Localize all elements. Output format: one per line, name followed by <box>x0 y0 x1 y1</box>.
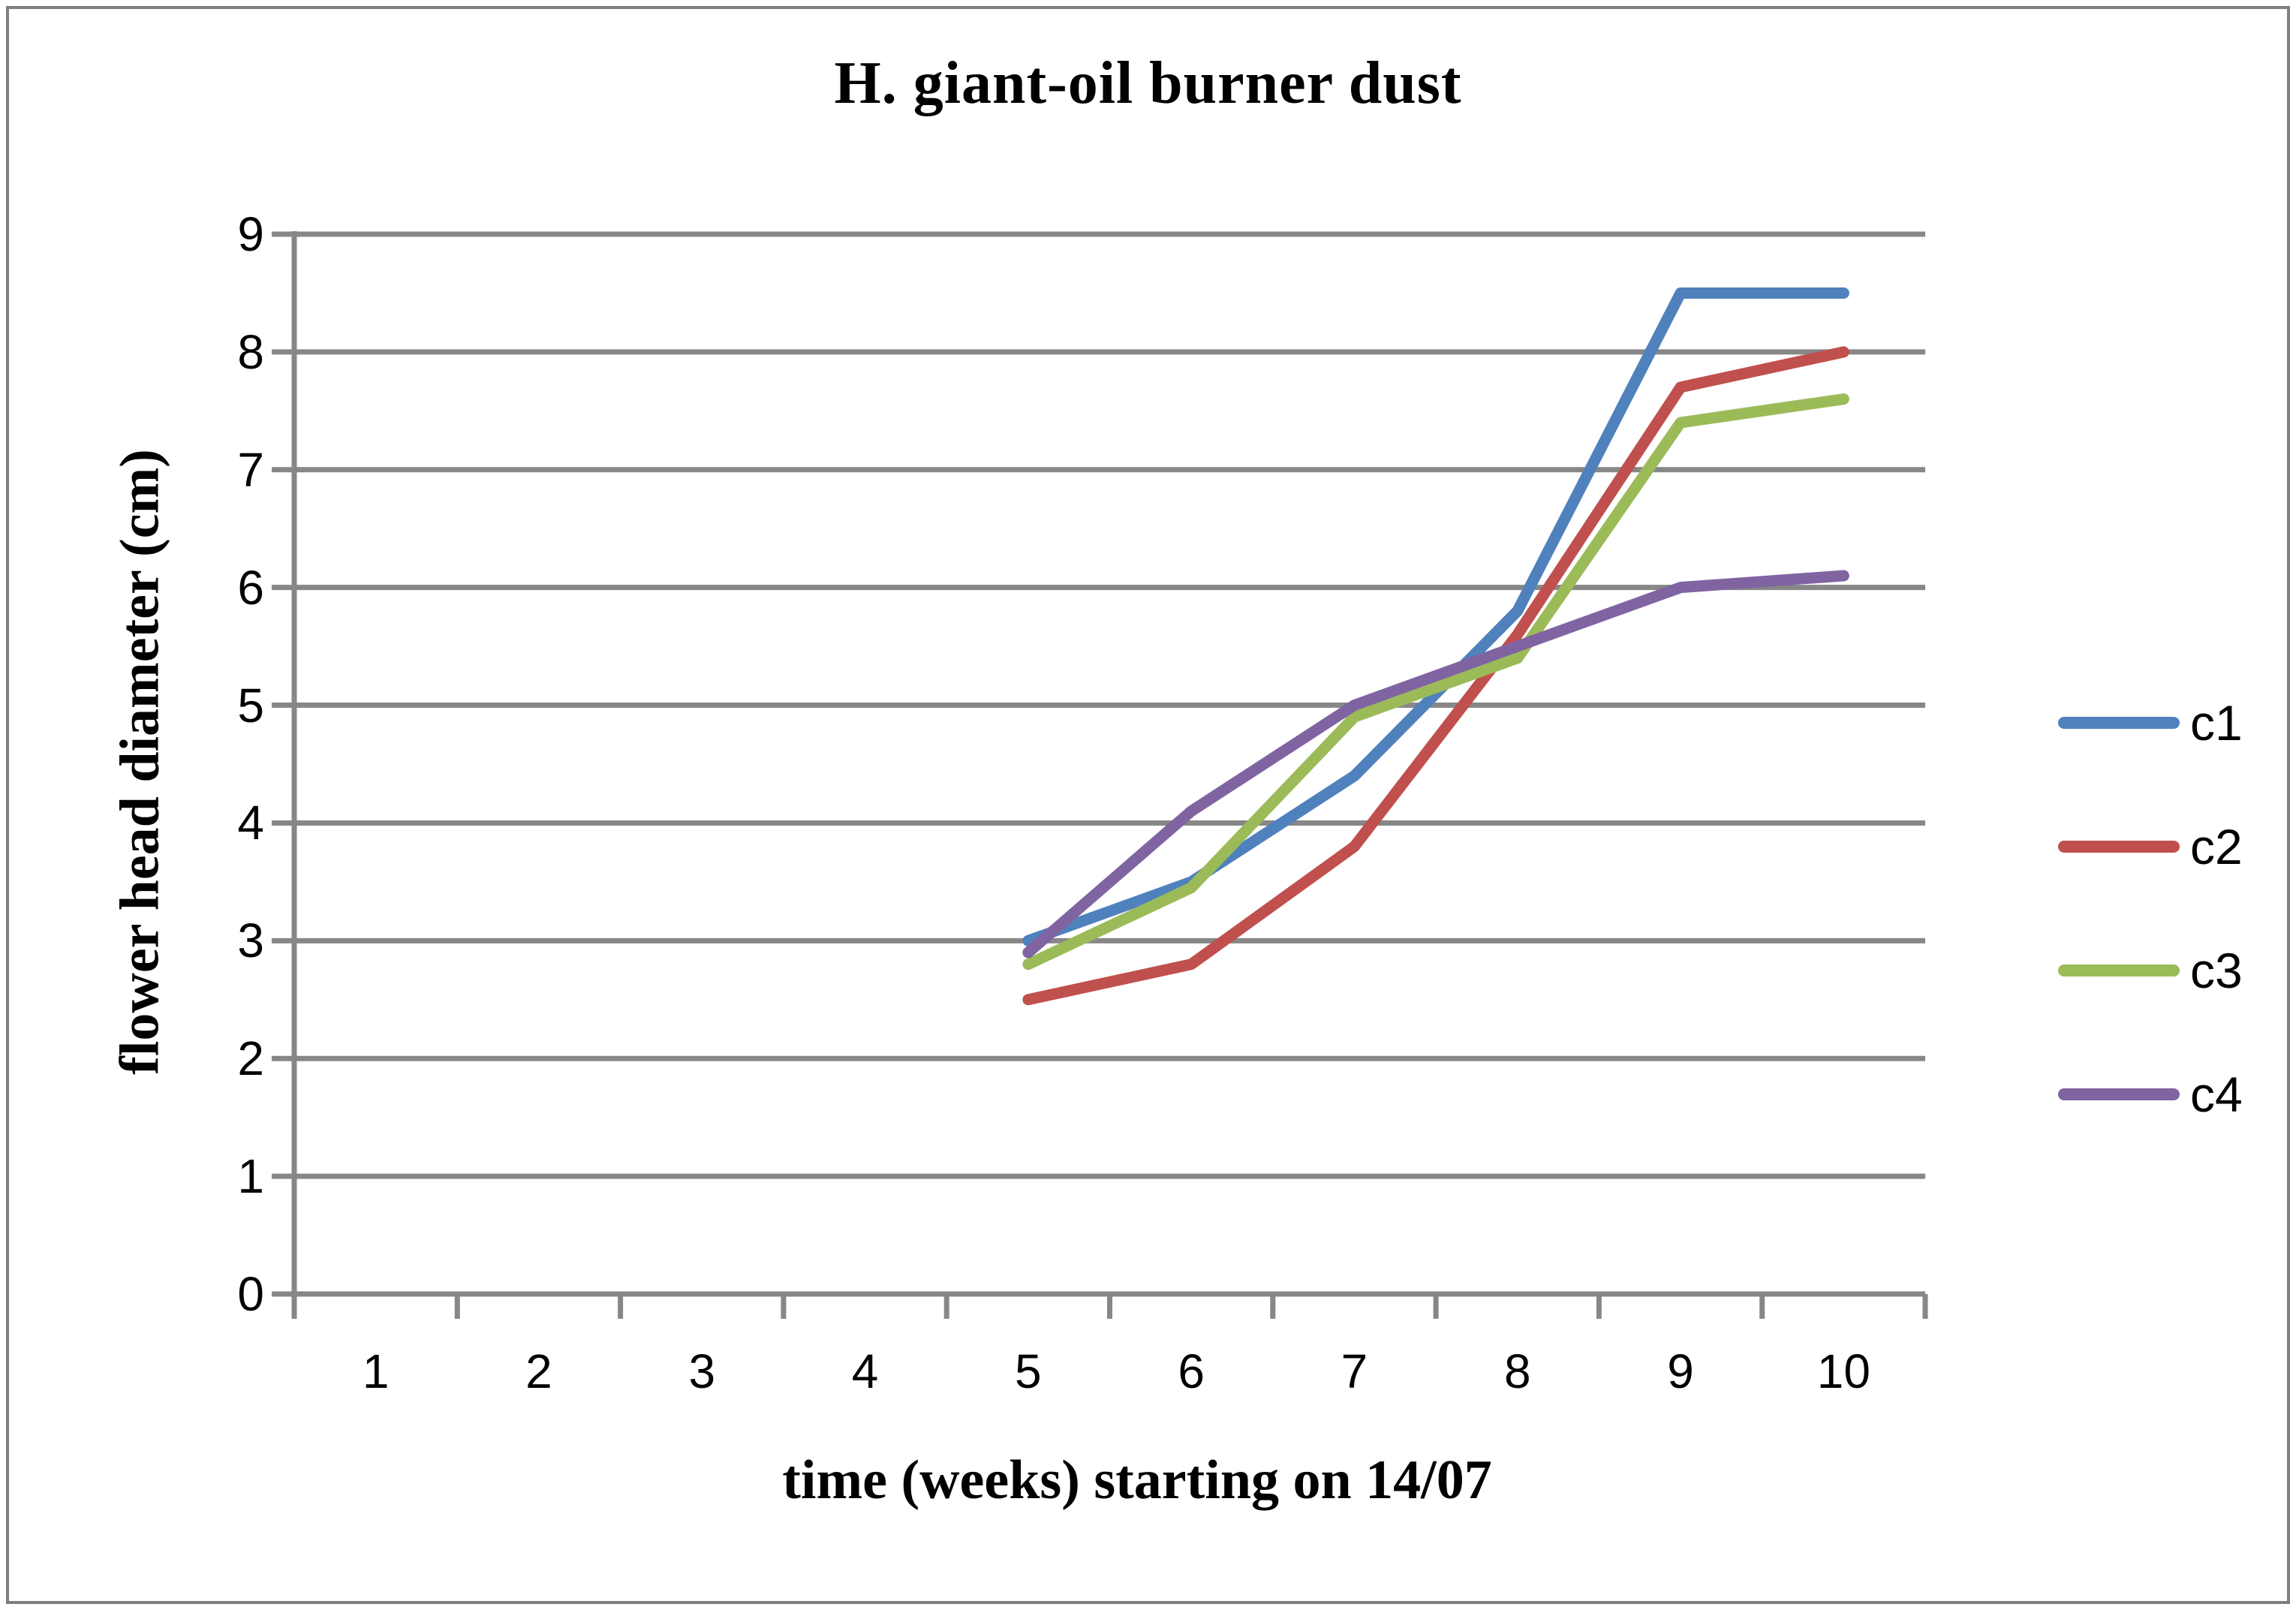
x-tick-label: 9 <box>1667 1344 1694 1398</box>
y-tick-label: 9 <box>237 207 264 261</box>
x-tick-label: 4 <box>851 1344 879 1398</box>
legend-label: c4 <box>2190 1066 2243 1122</box>
y-tick-label: 8 <box>237 324 264 379</box>
y-axis-title: flower head diameter (cm) <box>109 449 171 1075</box>
x-tick-label: 10 <box>1816 1344 1870 1398</box>
legend-item-c1: c1 <box>2058 661 2243 784</box>
y-tick-label: 6 <box>237 560 264 615</box>
legend-swatch-c4 <box>2058 1088 2180 1100</box>
legend-swatch-c2 <box>2058 840 2180 853</box>
y-tick-label: 5 <box>237 678 264 733</box>
legend-swatch-c3 <box>2058 964 2180 977</box>
legend-item-c2: c2 <box>2058 784 2243 908</box>
y-tick-label: 4 <box>237 796 264 850</box>
y-tick-label: 7 <box>237 442 264 497</box>
x-tick-label: 8 <box>1503 1344 1531 1398</box>
x-tick-label: 2 <box>525 1344 552 1398</box>
legend-item-c4: c4 <box>2058 1032 2243 1156</box>
legend: c1 c2 c3 c4 <box>2058 661 2243 1156</box>
y-tick-label: 2 <box>237 1031 264 1086</box>
x-tick-label: 5 <box>1015 1344 1042 1398</box>
legend-item-c3: c3 <box>2058 908 2243 1032</box>
y-tick-label: 1 <box>237 1149 264 1204</box>
chart-title: H. giant-oil burner dust <box>834 50 1462 116</box>
x-tick-label: 3 <box>688 1344 716 1398</box>
legend-label: c3 <box>2190 942 2243 998</box>
legend-label: c1 <box>2190 694 2243 751</box>
x-tick-label: 7 <box>1341 1344 1368 1398</box>
y-tick-label: 0 <box>237 1267 264 1321</box>
x-axis-title: time (weeks) starting on 14/07 <box>782 1449 1492 1511</box>
legend-swatch-c1 <box>2058 716 2180 729</box>
x-tick-label: 1 <box>362 1344 390 1398</box>
series-line-c4 <box>1022 570 1849 958</box>
series-line-c2 <box>1022 346 1849 1006</box>
legend-label: c2 <box>2190 818 2243 874</box>
x-tick-label: 6 <box>1178 1344 1205 1398</box>
series-line-c3 <box>1022 393 1849 971</box>
y-tick-label: 3 <box>237 913 264 968</box>
